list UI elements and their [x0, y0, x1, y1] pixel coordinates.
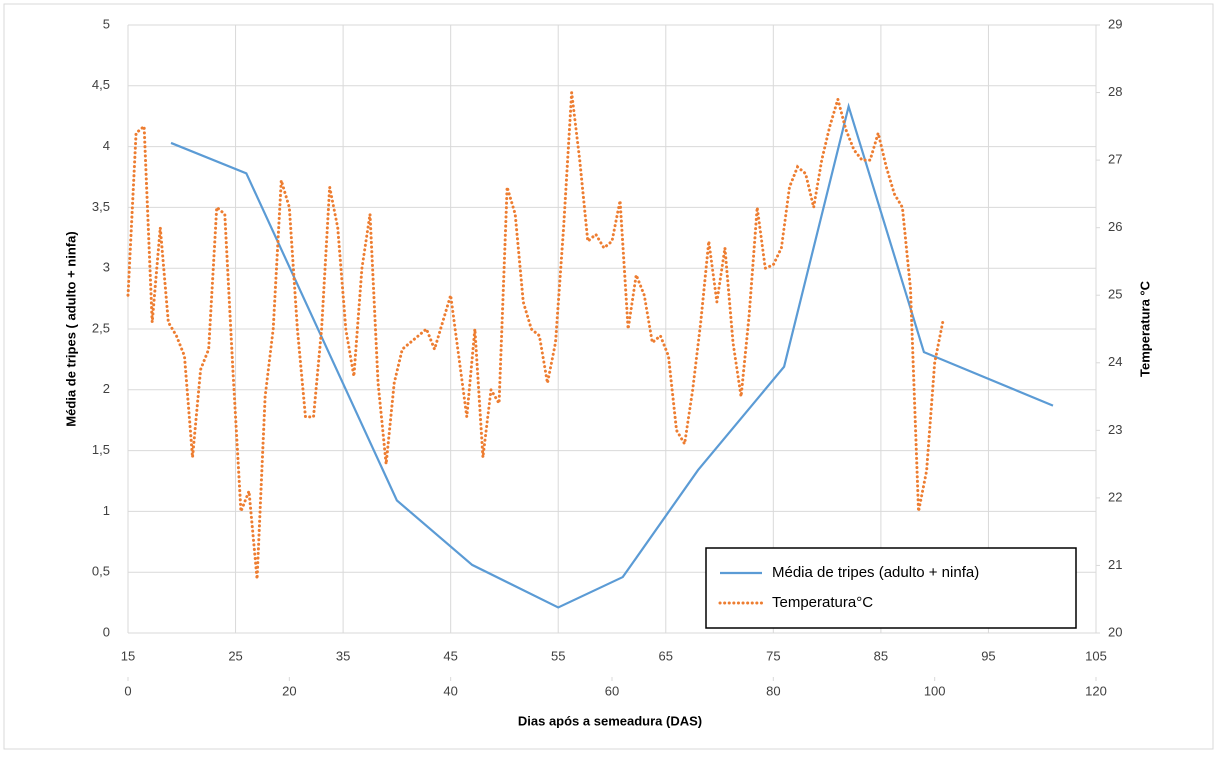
y-tick-label: 1,5 — [92, 442, 110, 457]
legend-box — [705, 547, 1077, 629]
y-tick-label: 2 — [103, 381, 110, 396]
y-tick-label: 5 — [103, 16, 110, 31]
x2-tick-label: 40 — [443, 683, 457, 698]
y2-tick-label: 24 — [1108, 354, 1122, 369]
y-tick-label: 2,5 — [92, 320, 110, 335]
y-tick-label: 3,5 — [92, 199, 110, 214]
x-tick-label: 105 — [1085, 648, 1107, 663]
x2-tick-label: 0 — [124, 683, 131, 698]
grid — [127, 24, 1100, 681]
line-series — [170, 102, 1054, 609]
x2-tick-label: 60 — [605, 683, 619, 698]
y-axis-title: Média de tripes ( adulto + ninfa) — [63, 231, 78, 426]
x-tick-label: 55 — [551, 648, 565, 663]
y-tick-label: 0 — [103, 624, 110, 639]
y-tick-label: 0,5 — [92, 564, 110, 579]
y2-tick-label: 22 — [1108, 489, 1122, 504]
x-tick-label: 75 — [766, 648, 780, 663]
y-tick-label: 4,5 — [92, 77, 110, 92]
legend-label: Temperatura°C — [772, 594, 873, 611]
x2-tick-label: 100 — [924, 683, 946, 698]
x2-tick-label: 80 — [766, 683, 780, 698]
y2-tick-label: 29 — [1108, 16, 1122, 31]
y2-tick-label: 28 — [1108, 84, 1122, 99]
y2-tick-label: 25 — [1108, 287, 1122, 302]
line-series — [126, 92, 945, 580]
y-tick-label: 3 — [103, 260, 110, 275]
y2-tick-label: 23 — [1108, 422, 1122, 437]
x-tick-label: 35 — [336, 648, 350, 663]
x2-tick-label: 20 — [282, 683, 296, 698]
x-tick-label: 95 — [981, 648, 995, 663]
x-tick-label: 65 — [659, 648, 673, 663]
x2-tick-label: 120 — [1085, 683, 1107, 698]
x-axis-title: Dias após a semeadura (DAS) — [518, 713, 702, 728]
legend: Média de tripes (adulto + ninfa) Temperat… — [705, 547, 1077, 629]
y2-axis-title: Temperatura °C — [1137, 280, 1152, 377]
x-tick-label: 15 — [121, 648, 135, 663]
plot — [126, 92, 1054, 609]
x-tick-label: 85 — [874, 648, 888, 663]
y-tick-label: 1 — [103, 503, 110, 518]
x-tick-label: 45 — [443, 648, 457, 663]
y2-tick-label: 21 — [1108, 557, 1122, 572]
legend-label: Média de tripes (adulto + ninfa) — [772, 564, 979, 581]
x-tick-label: 25 — [228, 648, 242, 663]
y2-tick-label: 20 — [1108, 624, 1122, 639]
y-tick-label: 4 — [103, 138, 110, 153]
y2-tick-label: 26 — [1108, 219, 1122, 234]
y2-tick-label: 27 — [1108, 152, 1122, 167]
